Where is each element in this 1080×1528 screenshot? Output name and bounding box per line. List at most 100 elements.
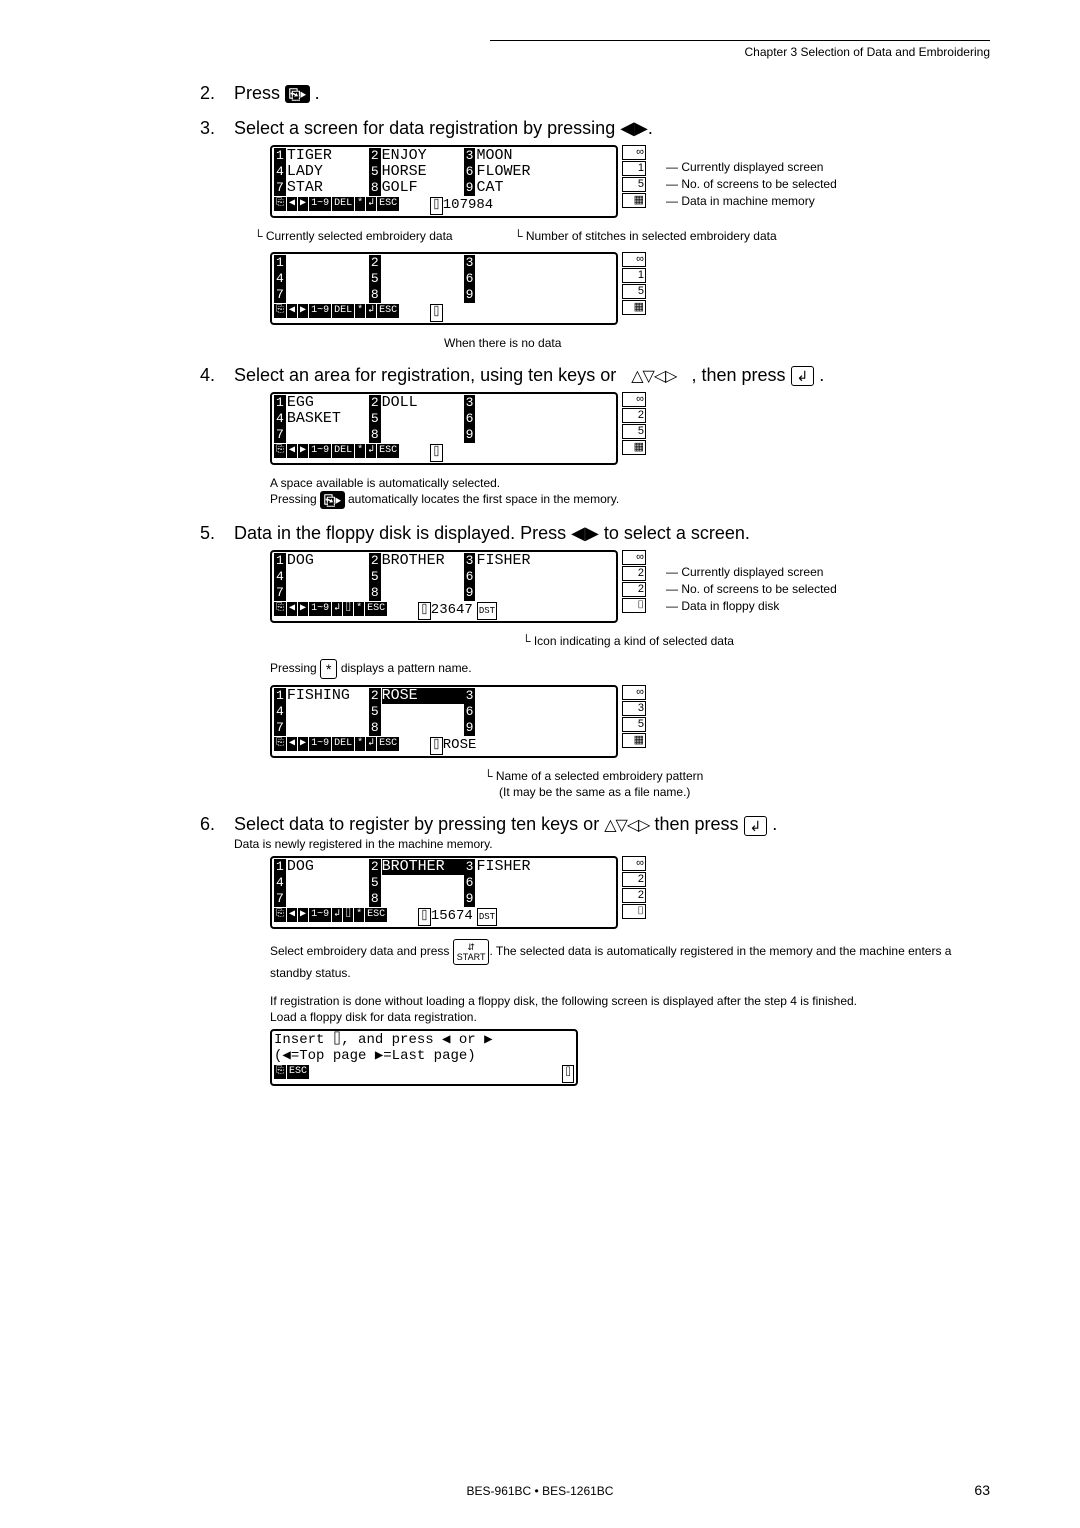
line: (◀=Top page ▶=Last page) xyxy=(274,1048,574,1064)
n: 5 xyxy=(369,875,381,891)
n: 4 xyxy=(274,569,286,585)
b: 2 xyxy=(622,408,646,423)
text: If registration is done without loading … xyxy=(270,993,990,1009)
b: ∞ xyxy=(622,252,646,267)
t: MOON xyxy=(476,148,512,164)
b: 5 xyxy=(622,424,646,439)
n: 4 xyxy=(274,164,286,180)
a: Currently displayed screen xyxy=(681,160,823,174)
transfer-icon: ⎘▸ xyxy=(285,85,310,103)
t: EGG xyxy=(287,395,369,411)
text: . xyxy=(315,83,320,103)
n: 3 xyxy=(464,395,476,411)
t: LADY xyxy=(287,164,369,180)
b: 5 xyxy=(622,177,646,192)
a: Data in machine memory xyxy=(681,194,814,208)
n: 8 xyxy=(369,585,381,601)
enter-key-icon: ↲ xyxy=(791,366,815,386)
n: 1 xyxy=(274,553,286,569)
t: BROTHER xyxy=(382,859,464,875)
side-indicators: ∞ 2 2 ⌷ xyxy=(622,550,646,614)
a: Currently displayed screen xyxy=(681,565,823,579)
b: ∞ xyxy=(622,856,646,871)
lcd-screen-5: 1FISHING2ROSE3 456 789 ⎘◀▶1~9DEL*↲ESC⌷RO… xyxy=(270,685,990,758)
n: 7 xyxy=(274,585,286,601)
t: DOG xyxy=(287,553,369,569)
n: 5 xyxy=(369,271,381,287)
b: ⌷ xyxy=(622,598,646,613)
text: Data is newly registered in the machine … xyxy=(234,836,990,852)
annotation-left: └ Currently selected embroidery data xyxy=(254,228,514,244)
text: Select a screen for data registration by… xyxy=(234,118,990,139)
n: 6 xyxy=(464,569,476,585)
step-2: 2. Press ⎘▸ . xyxy=(200,83,990,104)
n: 9 xyxy=(464,720,476,736)
transfer-icon: ⎘▸ xyxy=(320,491,345,509)
step-num: 6. xyxy=(200,814,234,1095)
step-num: 5. xyxy=(200,523,234,800)
t: FISHER xyxy=(476,553,530,569)
n: 5 xyxy=(369,704,381,720)
t: ROSE xyxy=(382,688,464,704)
enter-key-icon: ↲ xyxy=(744,816,768,836)
n: 8 xyxy=(369,180,381,196)
b: ▦ xyxy=(622,733,646,748)
b: 2 xyxy=(622,582,646,597)
step-num: 3. xyxy=(200,118,234,351)
n: 7 xyxy=(274,720,286,736)
n: 9 xyxy=(464,427,476,443)
n: 8 xyxy=(369,891,381,907)
n: 3 xyxy=(464,859,476,875)
text: Load a floppy disk for data registration… xyxy=(270,1009,990,1025)
t: DOLL xyxy=(382,395,464,411)
n: 3 xyxy=(464,553,476,569)
n: 1 xyxy=(274,148,286,164)
b: 5 xyxy=(622,717,646,732)
text: Select data to register by pressing ten … xyxy=(234,814,599,834)
text: . xyxy=(819,365,824,385)
lcd-screen-2: 123 456 789 ⎘◀▶1~9DEL*↲ESC⌷ ∞ 1 5 ▦ xyxy=(270,252,990,325)
text: Pressing xyxy=(270,492,317,506)
name: ROSE xyxy=(443,737,477,755)
step-num: 4. xyxy=(200,365,234,509)
n: 2 xyxy=(369,688,381,704)
side-indicators: ∞ 2 2 ⌷ xyxy=(622,856,646,920)
b: ▦ xyxy=(622,193,646,208)
star-key-icon: * xyxy=(320,659,337,679)
v: 15674 xyxy=(431,908,473,926)
n: 3 xyxy=(464,255,476,271)
n: 6 xyxy=(464,271,476,287)
b: 3 xyxy=(622,701,646,716)
n: 9 xyxy=(464,287,476,303)
b: 2 xyxy=(622,888,646,903)
dst: DST xyxy=(477,908,497,926)
n: 5 xyxy=(369,164,381,180)
lcd-screen-3: 1EGG2DOLL3 4BASKET56 789 ⎘◀▶1~9DEL*↲ESC⌷… xyxy=(270,392,990,465)
n: 1 xyxy=(274,688,286,704)
n: 1 xyxy=(274,255,286,271)
arrow-icons: △▽◁▷ xyxy=(631,368,676,385)
a: (It may be the same as a file name.) xyxy=(499,784,990,800)
side-indicators: ∞ 1 5 ▦ xyxy=(622,145,646,209)
stitches: 107984 xyxy=(443,197,493,215)
step-3: 3. Select a screen for data registration… xyxy=(200,118,990,351)
b: ∞ xyxy=(622,392,646,407)
text: Data in the floppy disk is displayed. Pr… xyxy=(234,523,990,544)
a: No. of screens to be selected xyxy=(681,582,836,596)
n: 6 xyxy=(464,704,476,720)
lcd-screen-insert: Insert ⌷, and press ◀ or ▶ (◀=Top page ▶… xyxy=(270,1029,990,1086)
text: Select embroidery data and press xyxy=(270,944,449,958)
footer-text: BES-961BC • BES-1261BC xyxy=(0,1484,1080,1498)
t: BASKET xyxy=(287,411,369,427)
step-6: 6. Select data to register by pressing t… xyxy=(200,814,990,1095)
n: 9 xyxy=(464,585,476,601)
step-5: 5. Data in the floppy disk is displayed.… xyxy=(200,523,990,800)
n: 7 xyxy=(274,180,286,196)
side-indicators: ∞ 1 5 ▦ xyxy=(622,252,646,316)
b: ⌷ xyxy=(622,904,646,919)
text: , then press xyxy=(691,365,785,385)
annotations: — Currently displayed screen — No. of sc… xyxy=(666,550,837,615)
text: Press xyxy=(234,83,280,103)
n: 1 xyxy=(274,859,286,875)
n: 7 xyxy=(274,287,286,303)
